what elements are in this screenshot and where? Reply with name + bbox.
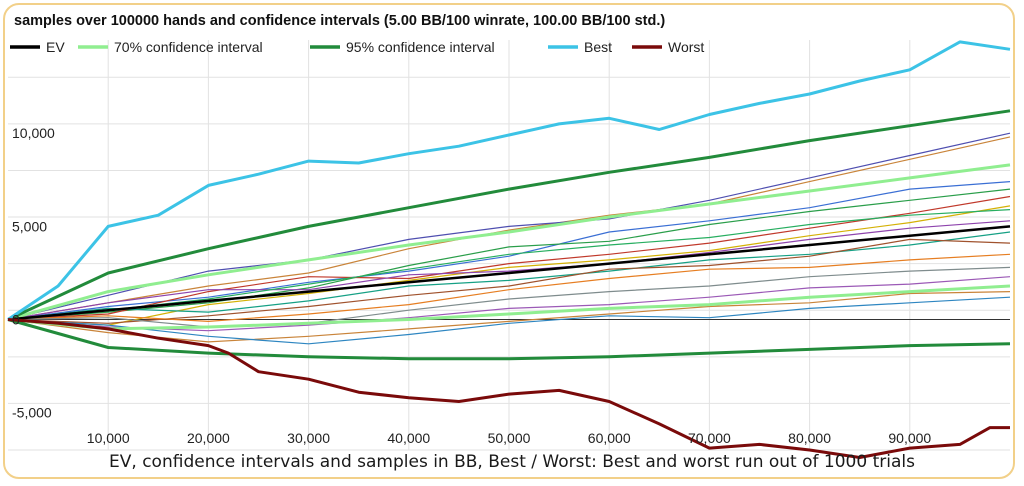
95-confidence-interval-line-upper — [7, 109, 1011, 321]
y-tick-label: 10,000 — [12, 125, 55, 141]
x-tick-label: 70,000 — [688, 430, 731, 446]
70-confidence-interval-line-upper — [7, 163, 1011, 321]
x-tick-label: 80,000 — [788, 430, 831, 446]
x-tick-label: 10,000 — [87, 430, 130, 446]
sample-run-line-3 — [7, 181, 1011, 321]
chart-title: samples over 100000 hands and confidence… — [14, 13, 665, 29]
legend-label: EV — [46, 39, 65, 55]
gridlines — [8, 40, 1010, 451]
sample-run-line-15 — [7, 209, 1011, 321]
ev-line — [7, 225, 1011, 321]
sample-run-line-1 — [7, 136, 1011, 321]
sample-run-line-5 — [7, 195, 1011, 321]
sample-run-line-4 — [7, 188, 1011, 321]
sample-run-line-12 — [7, 276, 1011, 332]
legend-label: Worst — [668, 39, 704, 55]
sample-run-line-10 — [7, 253, 1011, 322]
x-tick-label: 60,000 — [588, 430, 631, 446]
x-tick-label: 30,000 — [287, 430, 330, 446]
sample-run-line-7 — [7, 220, 1011, 321]
y-tick-label: 5,000 — [12, 218, 47, 234]
y-tick-label: -5,000 — [12, 405, 52, 421]
sample-run-line-11 — [7, 266, 1011, 328]
legend: EV 70% confidence interval 95% confidence … — [10, 39, 704, 55]
chart-caption: EV, confidence intervals and samples in … — [109, 452, 915, 472]
sample-run-line-9 — [7, 238, 1011, 324]
sample-run-line-13 — [7, 291, 1011, 343]
x-tick-label: 20,000 — [187, 430, 230, 446]
95-confidence-interval-line-lower — [7, 318, 1011, 361]
legend-label: Best — [584, 39, 612, 55]
legend-label: 70% confidence interval — [114, 39, 263, 55]
legend-label: 95% confidence interval — [346, 39, 495, 55]
x-tick-label: 90,000 — [888, 430, 931, 446]
y-tick-label: 0 — [12, 312, 20, 328]
sample-run-line-14 — [7, 296, 1011, 345]
worst-line — [7, 318, 1010, 459]
70-confidence-interval-line-lower — [7, 284, 1011, 331]
x-tick-label: 40,000 — [387, 430, 430, 446]
best-line — [7, 40, 1011, 321]
series-lines — [7, 40, 1011, 459]
x-tick-label: 50,000 — [488, 430, 531, 446]
tick-labels: -5,000 0 5,000 10,000 10,000 20,000 30,000 40,0… — [12, 125, 931, 446]
